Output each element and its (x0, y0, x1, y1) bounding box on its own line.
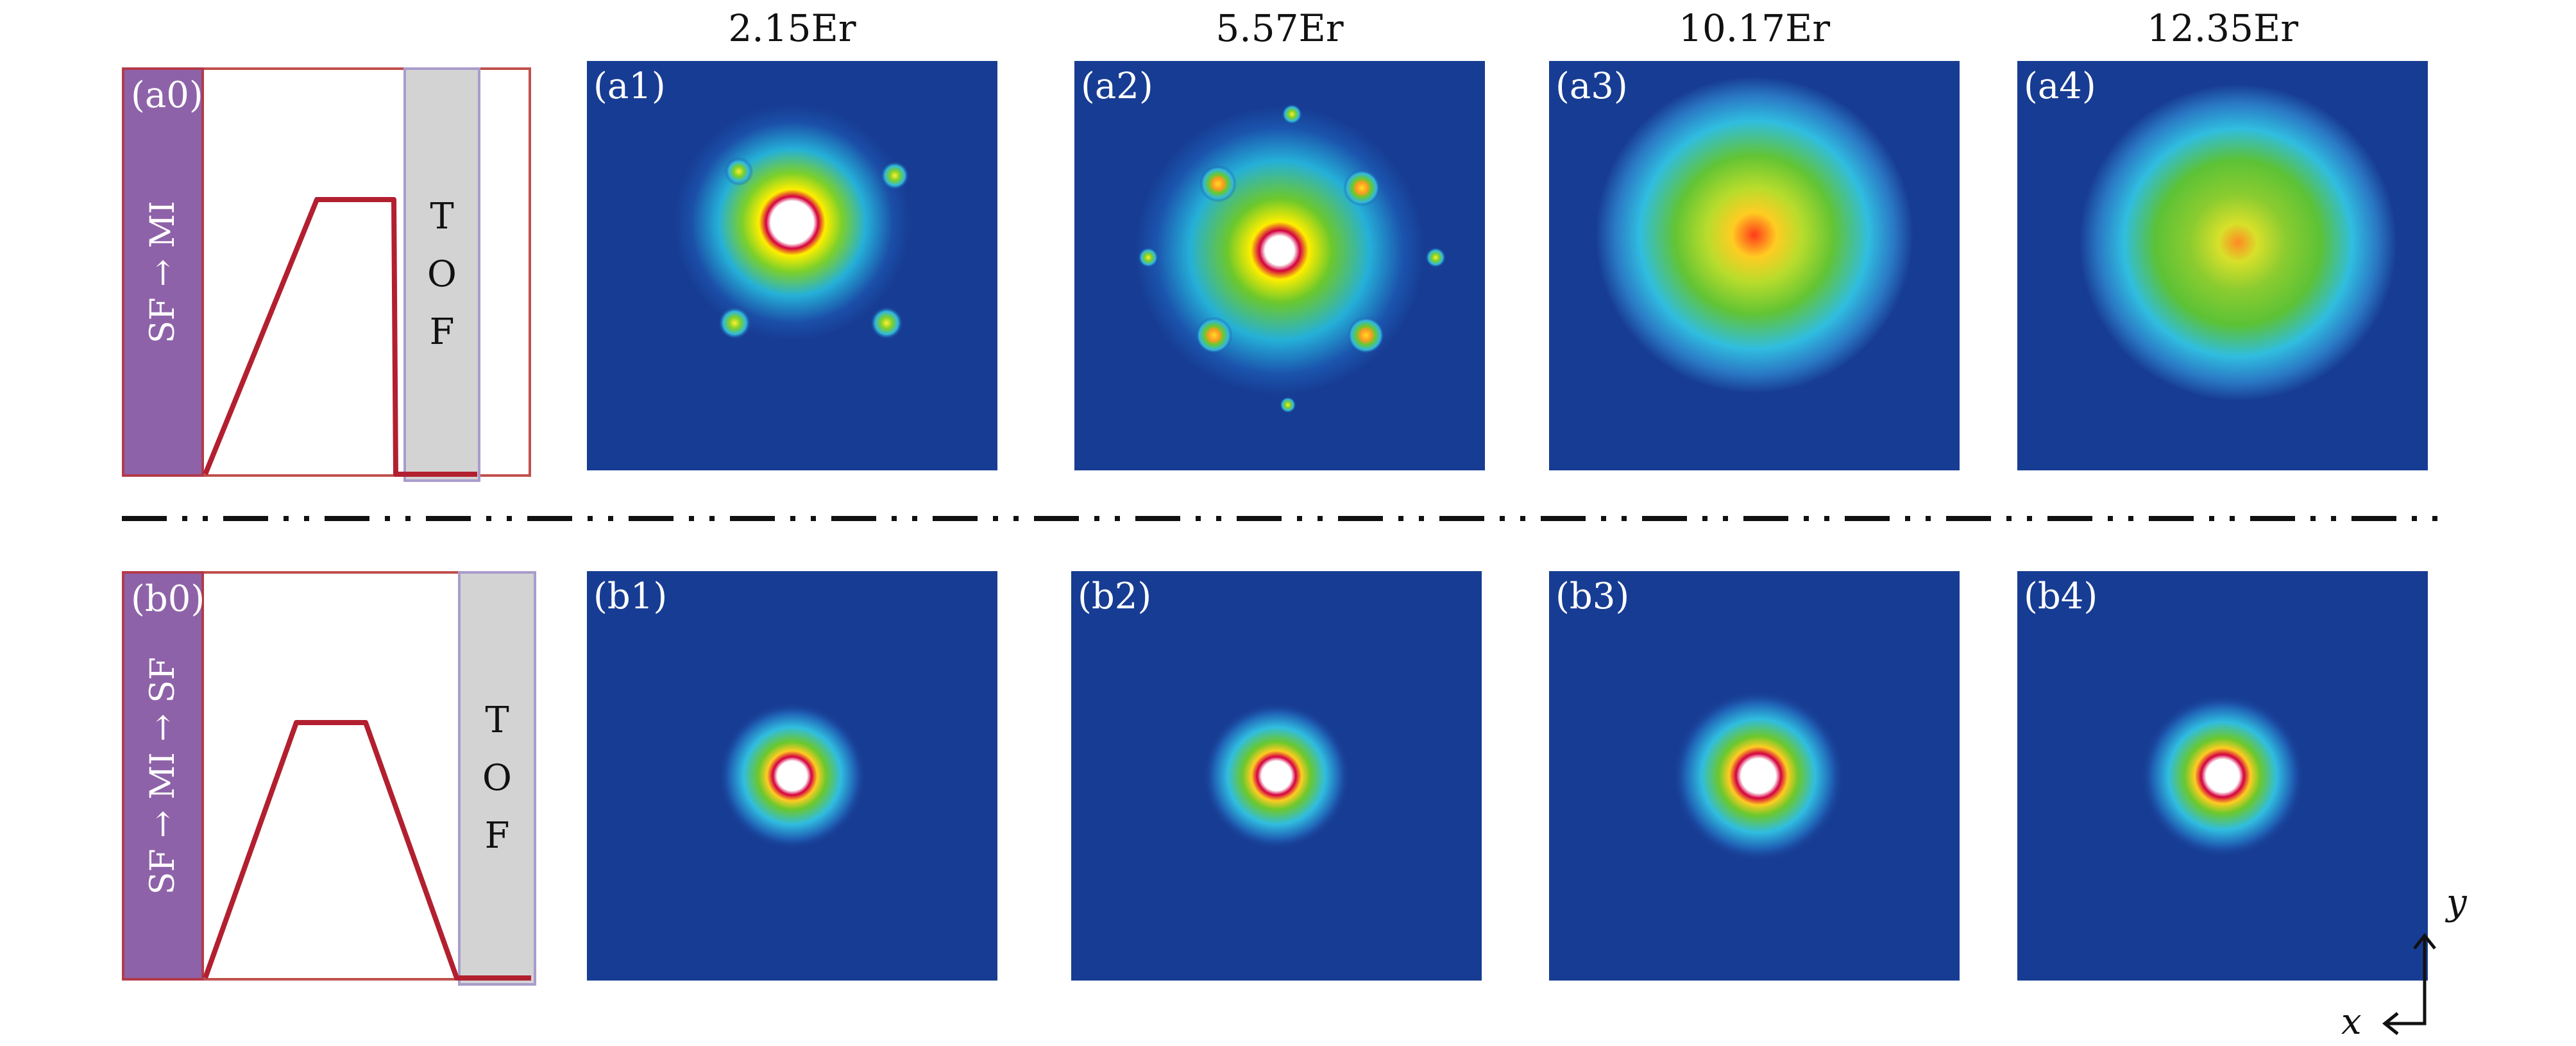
panel-label-b3: (b3) (1555, 576, 1630, 617)
panel-label-b1: (b1) (593, 576, 668, 617)
tof-box-a0: T O F (403, 67, 480, 482)
panel-label-b2: (b2) (1078, 576, 1152, 617)
tof-image-b3: (b3) (1549, 571, 1960, 981)
tof-image-b2: (b2) (1071, 571, 1482, 981)
panel-label-a4: (a4) (2024, 65, 2096, 107)
tof-image-a3: (a3) (1549, 61, 1960, 470)
axis-label-x: x (2341, 1001, 2362, 1043)
ramp-curve-b0 (203, 720, 531, 981)
tof-letter-t: T (485, 699, 509, 741)
panel-label-a3: (a3) (1555, 65, 1628, 107)
tof-letter-o: O (427, 253, 457, 295)
row-divider (122, 516, 2437, 521)
tof-letter-o: O (482, 757, 512, 799)
axis-indicator (2382, 932, 2436, 1035)
sequence-diagram-b0: SF → MI → SF T O F (b0) (122, 571, 536, 986)
column-header-3: 10.17Er (1678, 6, 1831, 50)
tof-image-a1: (a1) (587, 61, 997, 470)
panel-label-a0: (a0) (131, 74, 203, 116)
tof-letter-f: F (429, 311, 455, 353)
sequence-bar-b0: SF → MI → SF (122, 571, 204, 981)
tof-letter-t: T (430, 196, 454, 237)
panel-label-a2: (a2) (1081, 65, 1153, 107)
column-header-1: 2.15Er (728, 6, 856, 50)
column-header-4: 12.35Er (2146, 6, 2299, 50)
panel-label-b4: (b4) (2024, 576, 2098, 617)
tof-letter-f: F (484, 815, 510, 857)
tof-image-a2: (a2) (1074, 61, 1485, 470)
sequence-diagram-a0: SF → MI T O F (a0) (122, 67, 531, 482)
column-header-2: 5.57Er (1216, 6, 1344, 50)
axis-label-y: y (2446, 882, 2467, 923)
tof-image-b4: (b4) (2017, 571, 2428, 981)
panel-label-b0: (b0) (131, 578, 205, 620)
tof-image-a4: (a4) (2017, 61, 2428, 470)
tof-image-b1: (b1) (587, 571, 997, 981)
panel-label-a1: (a1) (593, 65, 666, 107)
tof-box-b0: T O F (458, 571, 536, 986)
ramp-curve-a0 (203, 197, 477, 477)
sequence-bar-a0: SF → MI (122, 67, 204, 477)
